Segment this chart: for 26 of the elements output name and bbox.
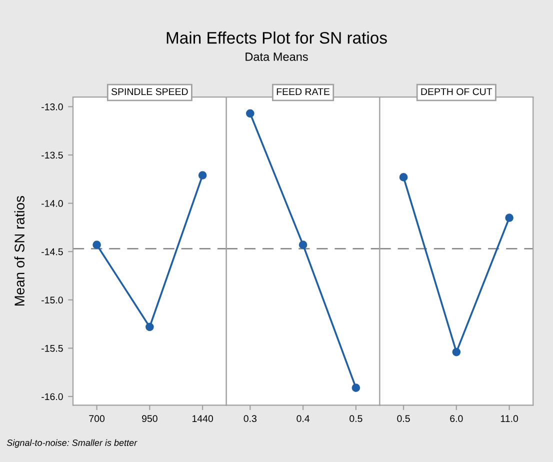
x-tick-label: 0.5 xyxy=(350,415,362,422)
x-tick-label: 700 xyxy=(89,415,105,422)
y-tick-label: -14.5 xyxy=(42,248,63,256)
chart-title: DEPTH OF CUT xyxy=(421,88,492,96)
point xyxy=(198,171,207,180)
x-tick-label: 0.3 xyxy=(244,415,256,422)
point xyxy=(92,240,101,249)
y-tick-label: -15.5 xyxy=(42,345,63,352)
x-tick-label: 950 xyxy=(142,415,158,422)
x-tick-label: 11.0 xyxy=(500,415,518,422)
x-tick-label: 0.4 xyxy=(296,415,310,422)
y-tick-label: -14.0 xyxy=(42,200,63,207)
x-tick-label: 1440 xyxy=(192,415,213,422)
y-axis-title: Mean of SN ratios xyxy=(14,196,24,306)
y-tick-label: -16.0 xyxy=(42,393,63,400)
text: Main Effects Plot for SN ratios xyxy=(166,32,387,44)
text: Signal-to-noise: Smaller is better xyxy=(6,439,138,448)
x-tick-label: 0.5 xyxy=(397,415,410,422)
chart-title: SPINDLE SPEED xyxy=(111,88,188,96)
point xyxy=(146,322,154,332)
y-tick-label: -15.0 xyxy=(42,296,63,304)
x-tick-label: 6.0 xyxy=(450,415,463,422)
chart-title: FEED RATE xyxy=(276,88,330,96)
y-tick-label: -13.0 xyxy=(42,103,63,110)
y-tick-label: -13.5 xyxy=(42,152,63,159)
text: Data Means xyxy=(246,52,308,61)
